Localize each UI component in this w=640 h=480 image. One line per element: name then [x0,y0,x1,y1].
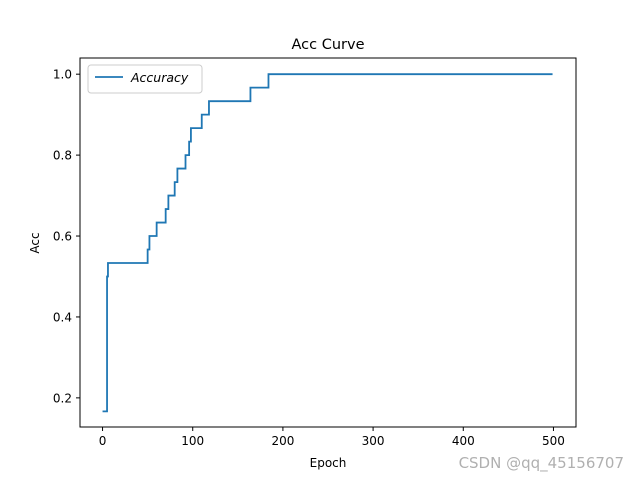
plot-frame [79,57,577,428]
y-tick-label: 0.4 [53,310,72,324]
x-tick-label: 100 [181,434,204,448]
y-tick-label: 1.0 [53,68,72,82]
y-axis-label: Acc [28,232,42,253]
x-tick-label: 500 [542,434,565,448]
x-axis-label: Epoch [310,456,347,470]
watermark-text: CSDN @qq_45156707 [459,454,624,473]
x-tick-label: 300 [362,434,385,448]
legend-label-accuracy: Accuracy [130,70,189,85]
x-tick-label: 200 [271,434,294,448]
x-tick-label: 400 [452,434,475,448]
chart-title: Acc Curve [292,37,365,53]
y-tick-label: 0.6 [53,230,72,244]
series-line-accuracy [102,73,553,413]
plot-area: 0 100 200 300 400 500 0.2 0.4 0.6 0.8 1.0 [53,57,577,448]
legend: Accuracy [87,64,203,94]
x-tick-label: 0 [99,434,107,448]
legend-box [87,64,203,94]
y-tick-label: 0.8 [53,149,72,163]
y-tick-label: 0.2 [53,391,72,405]
